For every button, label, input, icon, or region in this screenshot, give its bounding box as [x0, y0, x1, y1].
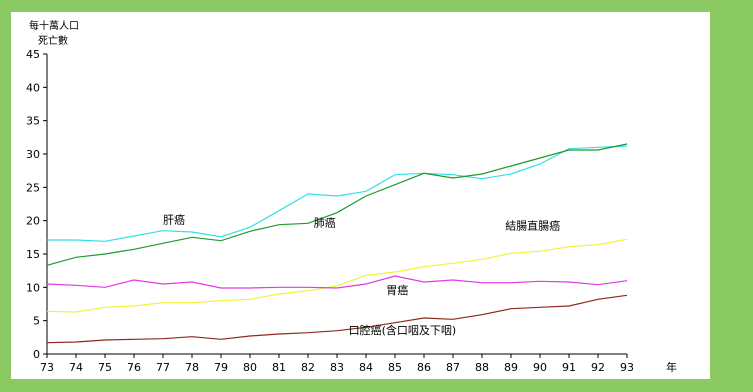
x-tick-label: 82 [301, 361, 315, 374]
chart-panel: 每十萬人口 死亡數 0 5 10 15 20 25 30 35 40 45 73 74 75 76 77 78… [11, 12, 710, 379]
x-tick-label: 88 [475, 361, 489, 374]
x-tick-label: 75 [98, 361, 112, 374]
line-chart: 每十萬人口 死亡數 0 5 10 15 20 25 30 35 40 45 73 74 75 76 77 78… [26, 19, 677, 374]
y-tick-label: 25 [26, 181, 40, 194]
y-axis-title-line2: 死亡數 [38, 34, 68, 47]
series-line-1 [46, 143, 628, 266]
x-tick-label: 81 [272, 361, 286, 374]
series-label-4: 口腔癌(含口咽及下咽) [349, 323, 457, 337]
y-tick-label: 10 [26, 281, 40, 294]
series-line-2 [46, 238, 628, 313]
x-tick-label: 86 [417, 361, 431, 374]
series-lines [46, 143, 628, 344]
y-tick-label: 30 [26, 148, 40, 161]
y-tick-label: 0 [33, 348, 40, 361]
x-tick-label: 79 [214, 361, 228, 374]
x-tick-label: 90 [533, 361, 547, 374]
x-tick-label: 77 [156, 361, 170, 374]
x-tick-label: 80 [243, 361, 257, 374]
x-tick-label: 84 [359, 361, 373, 374]
x-tick-label: 76 [127, 361, 141, 374]
y-tick-label: 40 [26, 81, 40, 94]
x-tick-label: 91 [562, 361, 576, 374]
x-tick-label: 89 [504, 361, 518, 374]
y-tick-label: 15 [26, 248, 40, 261]
series-label-3: 胃癌 [386, 283, 408, 297]
x-tick-label: 78 [185, 361, 199, 374]
x-tick-label: 93 [620, 361, 634, 374]
series-line-4 [46, 294, 628, 344]
x-tick-label: 87 [446, 361, 460, 374]
series-label-2: 結腸直腸癌 [505, 218, 560, 232]
series-label-0: 肝癌 [163, 212, 185, 226]
x-tick-label: 83 [330, 361, 344, 374]
series-line-3 [46, 275, 628, 289]
y-tick-label: 35 [26, 115, 40, 128]
series-line-0 [47, 145, 628, 242]
y-tick-label: 20 [26, 215, 40, 228]
x-axis-unit: 年 [666, 360, 677, 374]
axes: 0 5 10 15 20 25 30 35 40 45 73 74 75 76 77 78 79 80 81 82 83… [26, 48, 634, 374]
x-tick-label: 73 [40, 361, 54, 374]
y-tick-label: 5 [33, 315, 40, 328]
x-tick-label: 85 [388, 361, 402, 374]
x-tick-label: 74 [69, 361, 83, 374]
series-label-1: 肺癌 [314, 216, 336, 230]
y-axis-title-line1: 每十萬人口 [29, 19, 79, 32]
y-tick-label: 45 [26, 48, 40, 61]
x-tick-label: 92 [591, 361, 605, 374]
